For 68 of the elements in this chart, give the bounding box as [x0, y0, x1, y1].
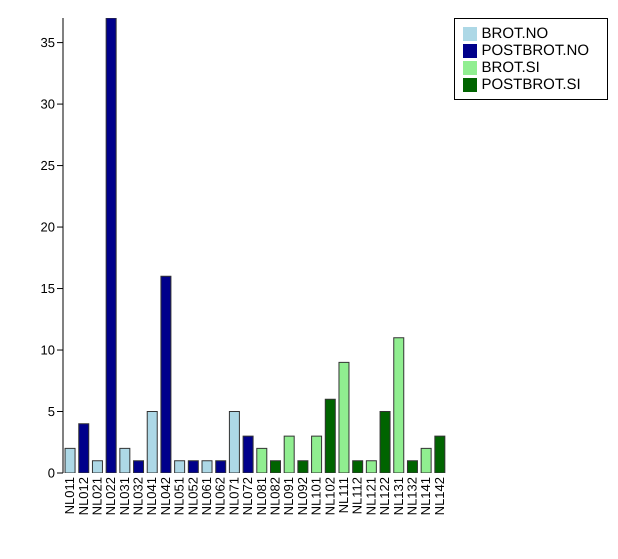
x-tick-label: NL112 [350, 477, 365, 514]
x-tick-label: NL052 [185, 477, 200, 516]
x-tick-label: NL042 [158, 477, 173, 516]
x-tick-label: NL062 [212, 477, 228, 516]
bar [393, 337, 404, 473]
bar [119, 448, 130, 473]
bar [256, 448, 268, 473]
bar [420, 448, 432, 473]
bar [202, 460, 213, 473]
bar [228, 411, 240, 473]
x-tick-label: NL072 [240, 477, 256, 516]
x-tick-label: NL031 [116, 477, 132, 516]
x-tick-label: NL131 [390, 477, 406, 516]
x-tick-label: NL081 [254, 477, 269, 516]
bar [270, 460, 281, 473]
y-tick-label: 0 [48, 466, 55, 481]
x-tick-label: NL102 [322, 477, 338, 516]
x-tick-label: NL141 [418, 477, 434, 516]
y-tick-label: 25 [40, 158, 55, 174]
y-tick-label: 15 [40, 281, 55, 296]
x-tick-label: NL011 [62, 477, 78, 514]
legend-label: POSTBROT.NO [481, 42, 589, 59]
bar [352, 460, 364, 473]
x-tick-label: NL092 [294, 477, 310, 516]
x-tick-label: NL051 [172, 477, 187, 516]
bar [92, 460, 103, 473]
y-tick-label: 30 [40, 96, 55, 112]
x-tick-label: NL111 [336, 477, 351, 514]
bar [133, 460, 144, 473]
bar [366, 460, 377, 473]
bar [324, 398, 336, 473]
bar [174, 460, 186, 473]
bar [106, 18, 117, 473]
x-tick-label: NL041 [144, 477, 160, 516]
x-tick-label: NL142 [432, 477, 447, 516]
x-tick-label: NL071 [226, 477, 242, 516]
bar [434, 436, 446, 473]
x-tick-label: NL101 [308, 477, 324, 516]
bar [160, 276, 172, 473]
bar [284, 436, 295, 473]
bar [311, 436, 322, 473]
x-tick-label: NL091 [281, 477, 296, 516]
x-tick-label: NL012 [76, 477, 91, 516]
y-tick-label: 20 [40, 220, 55, 235]
y-tick-label: 10 [40, 342, 55, 358]
y-tick-label: 5 [48, 404, 55, 420]
bar [78, 423, 90, 473]
bar [146, 411, 158, 473]
y-tick-label: 35 [40, 35, 55, 50]
bar [242, 436, 254, 473]
bar [64, 448, 76, 473]
legend-label: BROT.SI [481, 59, 540, 76]
bar [297, 460, 308, 473]
x-tick-label: NL121 [363, 477, 378, 516]
x-tick-label: NL122 [377, 477, 392, 516]
legend-label: BROT.NO [481, 25, 548, 42]
bar [188, 460, 199, 473]
x-tick-label: NL022 [103, 477, 118, 516]
legend-label: POSTBROT.SI [481, 76, 581, 93]
x-tick-label: NL082 [268, 477, 283, 516]
x-tick-label: NL032 [130, 477, 146, 516]
bar [406, 460, 418, 473]
bar [338, 362, 350, 473]
bar [215, 460, 226, 473]
x-tick-label: NL132 [404, 477, 420, 516]
x-tick-label: NL061 [199, 477, 214, 516]
bar [380, 411, 391, 473]
x-tick-label: NL021 [89, 477, 104, 516]
